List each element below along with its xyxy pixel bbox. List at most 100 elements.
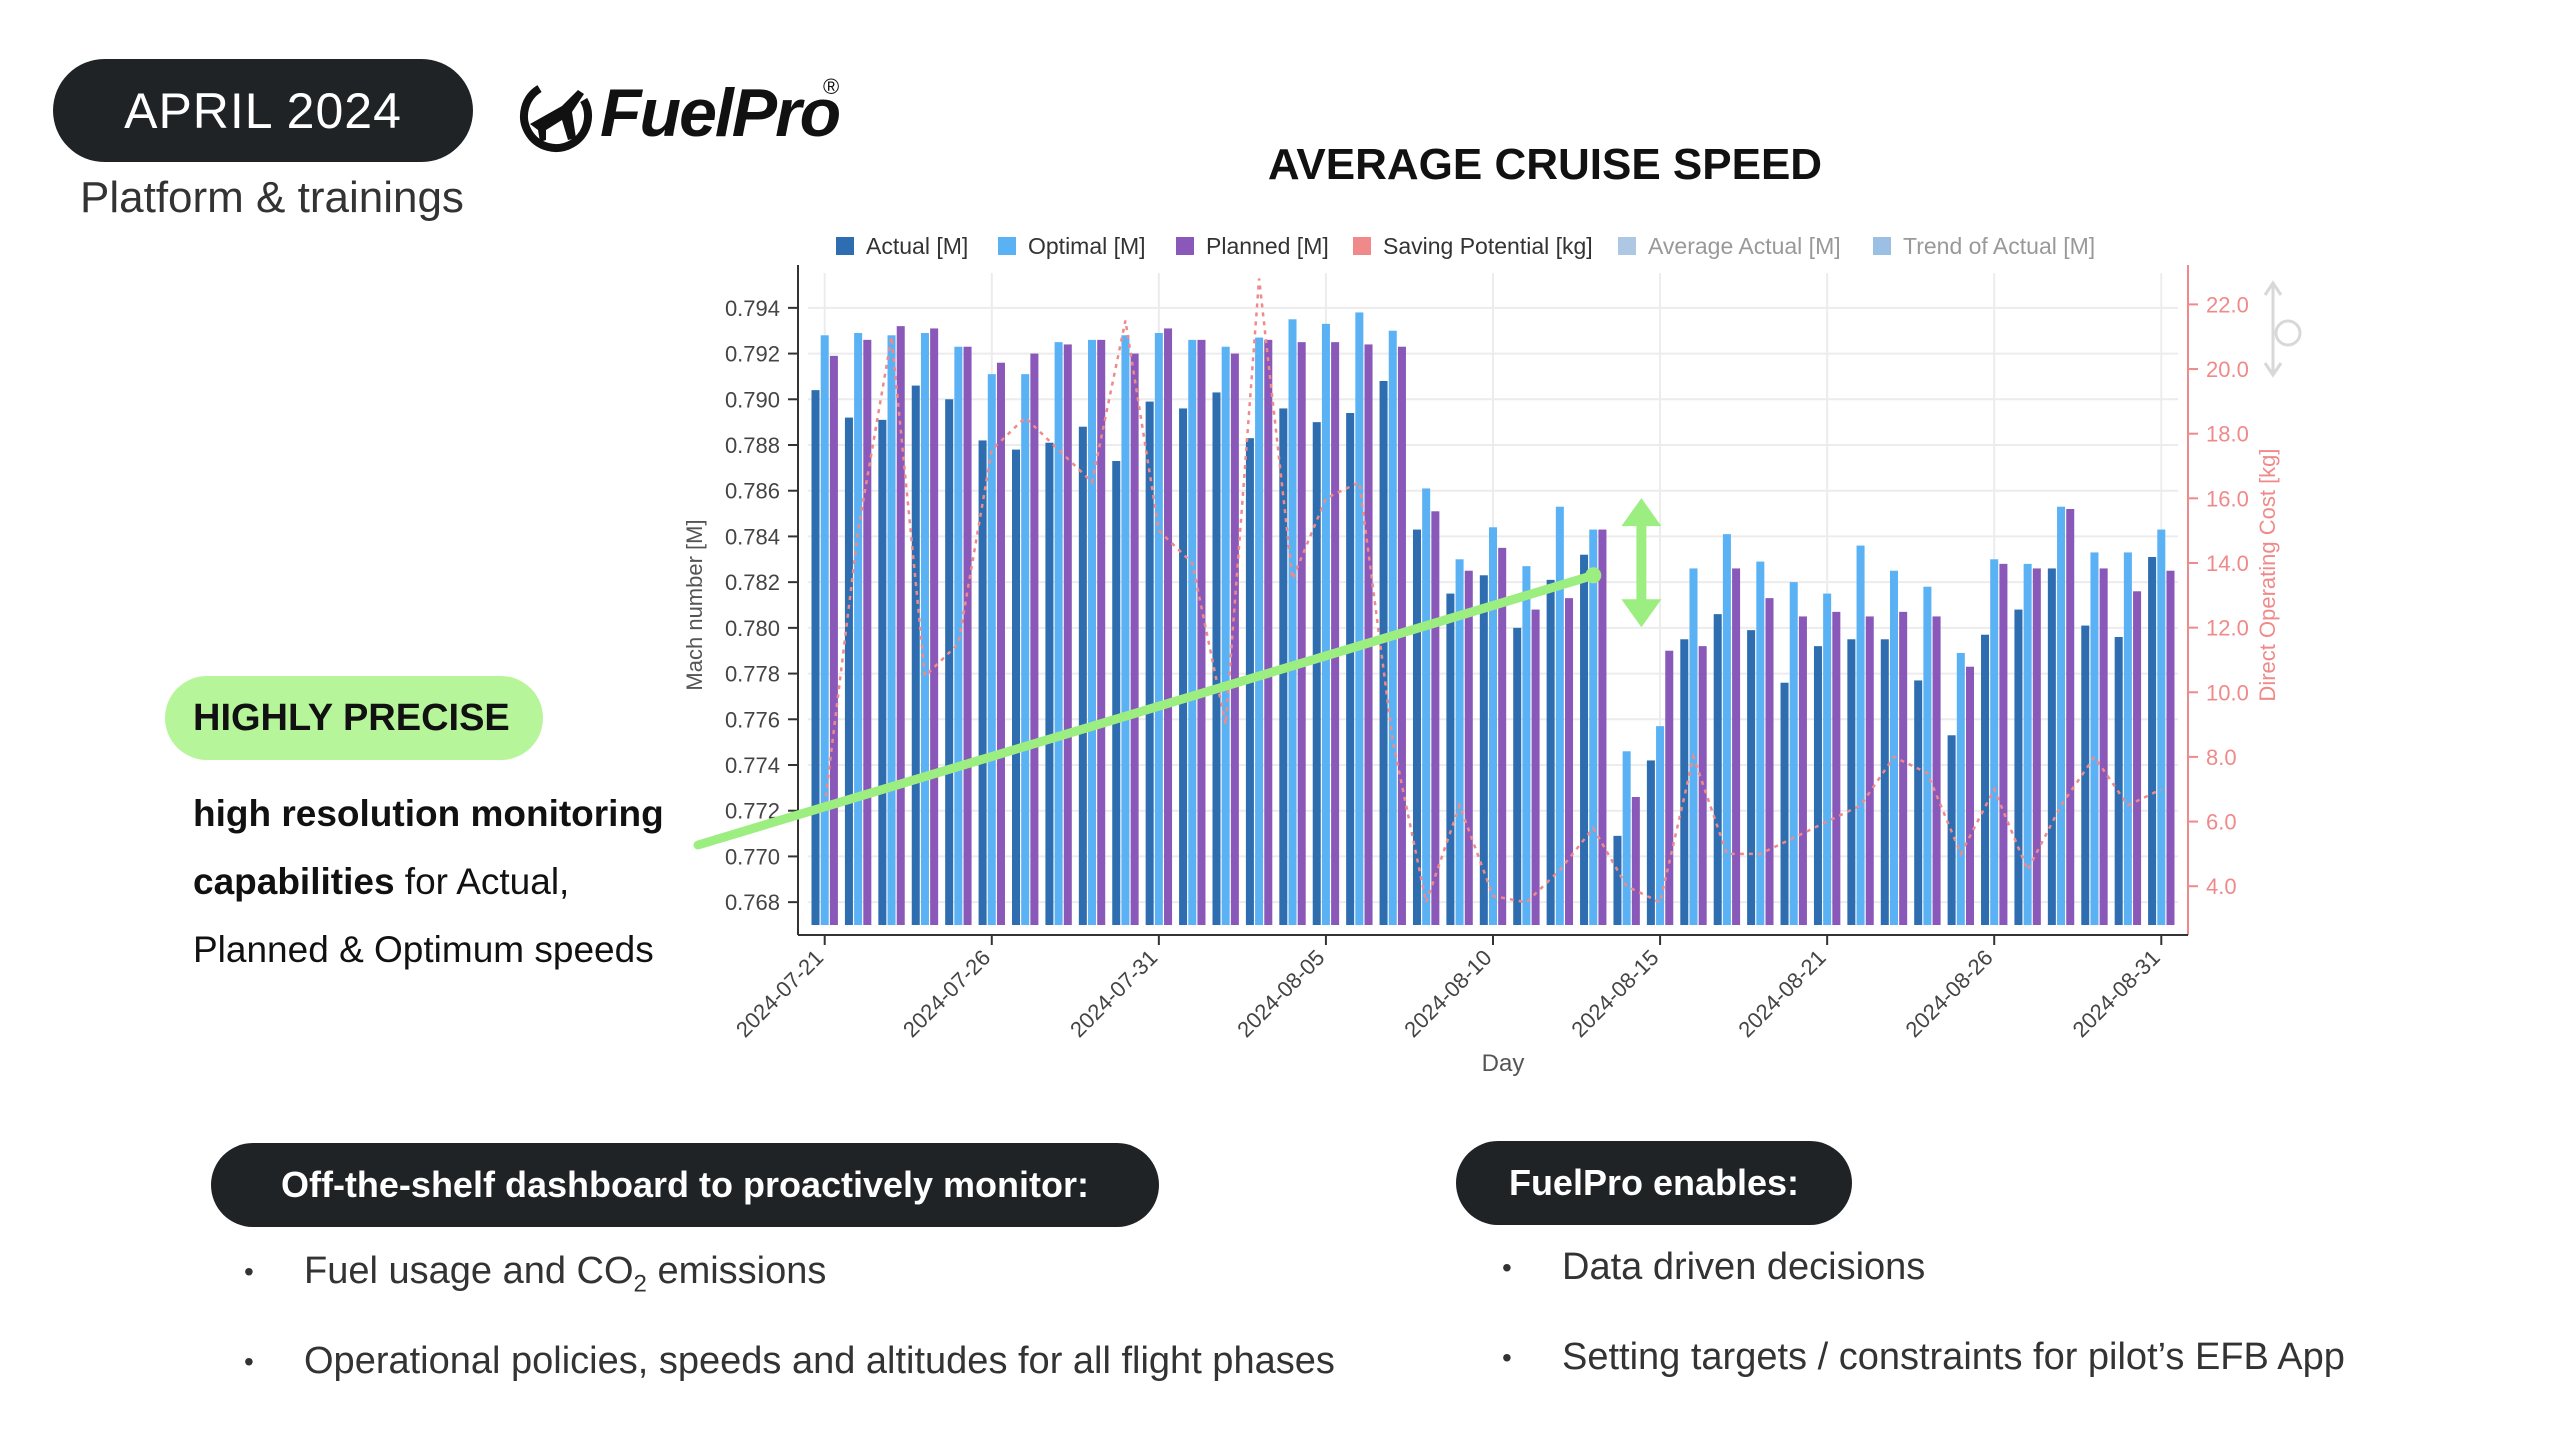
actual-bar — [1981, 634, 1990, 925]
y2-tick-label: 16.0 — [2206, 486, 2249, 511]
zoom-icon — [2274, 319, 2302, 347]
optimal-bar — [2123, 552, 2132, 925]
x-tick-label: 2024-08-15 — [1566, 945, 1663, 1042]
optimal-bar — [2090, 552, 2099, 925]
date-label: APRIL 2024 — [124, 82, 402, 139]
y-tick-label: 0.768 — [725, 890, 780, 915]
legend-swatch — [1618, 237, 1636, 255]
highly-precise-badge: HIGHLY PRECISE — [165, 676, 543, 760]
saving-potential-line — [823, 278, 2162, 908]
callout-bold-1: high resolution monitoring — [193, 793, 664, 834]
optimal-bar — [1555, 506, 1564, 925]
y2-tick-label: 12.0 — [2206, 616, 2249, 641]
actual-bar — [1880, 639, 1889, 925]
highly-precise-label: HIGHLY PRECISE — [193, 696, 510, 739]
actual-bar — [1346, 413, 1355, 925]
y-tick-label: 0.774 — [725, 753, 780, 778]
page-subtitle: Platform & trainings — [80, 173, 464, 222]
optimal-bar — [1054, 342, 1063, 926]
y2-tick-label: 22.0 — [2206, 292, 2249, 317]
y-tick-label: 0.778 — [725, 662, 780, 687]
y-tick-label: 0.780 — [725, 616, 780, 641]
actual-bar — [1212, 392, 1221, 925]
fuelpro-enables-title: FuelPro enables: — [1508, 1162, 1800, 1203]
right-bullet-1: • Data driven decisions — [1502, 1246, 1925, 1289]
cruise-speed-chart: 0.7680.7700.7720.7740.7760.7780.7800.782… — [682, 233, 2302, 1077]
callout-rest-2: for Actual, — [394, 861, 570, 902]
actual-bar — [1780, 682, 1789, 925]
optimal-bar — [2157, 529, 2166, 925]
left-bullet-2-text: Operational policies, speeds and altitud… — [304, 1340, 1335, 1382]
planned-bar — [2166, 570, 2175, 925]
y-tick-label: 0.770 — [725, 844, 780, 869]
actual-bar — [978, 440, 987, 925]
optimal-bar — [1856, 545, 1865, 925]
x-tick-label: 2024-08-26 — [1900, 945, 1997, 1042]
x-tick-label: 2024-07-26 — [898, 945, 995, 1042]
fuelpro-logo: FuelPro ® — [516, 72, 856, 158]
optimal-bar — [1388, 330, 1397, 925]
logo-text: FuelPro — [600, 75, 841, 151]
actual-bar — [1580, 554, 1589, 925]
actual-bar — [844, 417, 853, 925]
optimal-bar — [1923, 586, 1932, 925]
y2-tick-label: 6.0 — [2206, 810, 2237, 835]
bullet-dot: • — [244, 1346, 254, 1377]
actual-bar — [1914, 680, 1923, 925]
planned-bar — [1331, 342, 1340, 926]
legend-label: Optimal [M] — [1028, 233, 1146, 259]
y-tick-label: 0.786 — [725, 479, 780, 504]
planned-bar — [1063, 344, 1072, 925]
y2-tick-label: 18.0 — [2206, 422, 2249, 447]
planned-bar — [1431, 511, 1440, 925]
arrow-head-up-icon — [1621, 498, 1662, 527]
planned-bar — [1364, 344, 1373, 925]
optimal-bar — [1021, 374, 1030, 926]
planned-bar — [863, 339, 872, 925]
planned-bar — [1732, 568, 1741, 925]
y-tick-label: 0.782 — [725, 570, 780, 595]
planned-bar — [2133, 591, 2142, 925]
actual-bar — [1747, 630, 1756, 925]
optimal-bar — [1789, 582, 1798, 925]
planned-bar — [2066, 509, 2075, 925]
planned-bar — [1598, 529, 1607, 925]
optimal-bar — [1622, 751, 1631, 925]
optimal-bar — [1589, 529, 1598, 925]
left-bullet-1-sub: 2 — [633, 1270, 647, 1298]
x-tick-label: 2024-08-05 — [1232, 945, 1329, 1042]
planned-bar — [996, 362, 1005, 925]
optimal-bar — [1956, 653, 1965, 925]
planned-bar — [1498, 547, 1507, 925]
dashboard-monitor-title: Off-the-shelf dashboard to proactively m… — [280, 1164, 1090, 1205]
optimal-bar — [1522, 566, 1531, 925]
y2-tick-label: 14.0 — [2206, 551, 2249, 576]
right-bullet-2: • Setting targets / constraints for pilo… — [1502, 1336, 2345, 1379]
y2-tick-label: 8.0 — [2206, 745, 2237, 770]
planned-bar — [963, 346, 972, 925]
planned-bar — [1030, 353, 1039, 925]
y-axis-title: Mach number [M] — [682, 519, 707, 690]
legend-label: Average Actual [M] — [1648, 233, 1841, 259]
planned-bar — [1631, 797, 1640, 925]
y-tick-label: 0.792 — [725, 342, 780, 367]
planned-bar — [1565, 598, 1574, 925]
optimal-bar — [1321, 323, 1330, 925]
x-axis-title: Day — [1482, 1050, 1525, 1077]
planned-bar — [1965, 666, 1975, 925]
actual-bar — [2148, 557, 2157, 925]
actual-bar — [1513, 627, 1522, 925]
actual-bar — [1011, 449, 1021, 925]
x-tick-label: 2024-08-21 — [1733, 945, 1830, 1042]
legend-swatch — [1353, 237, 1371, 255]
actual-bar — [2014, 609, 2023, 925]
arrow-head-down-icon — [1621, 599, 1662, 628]
optimal-bar — [887, 335, 896, 925]
optimal-bar — [920, 333, 929, 925]
planned-bar — [1798, 616, 1807, 925]
planned-bar — [1665, 650, 1674, 925]
planned-bar — [829, 355, 838, 925]
left-bullet-2: • Operational policies, speeds and altit… — [244, 1340, 1335, 1383]
actual-bar — [1179, 408, 1188, 925]
left-bullet-1-post: emissions — [646, 1250, 827, 1292]
